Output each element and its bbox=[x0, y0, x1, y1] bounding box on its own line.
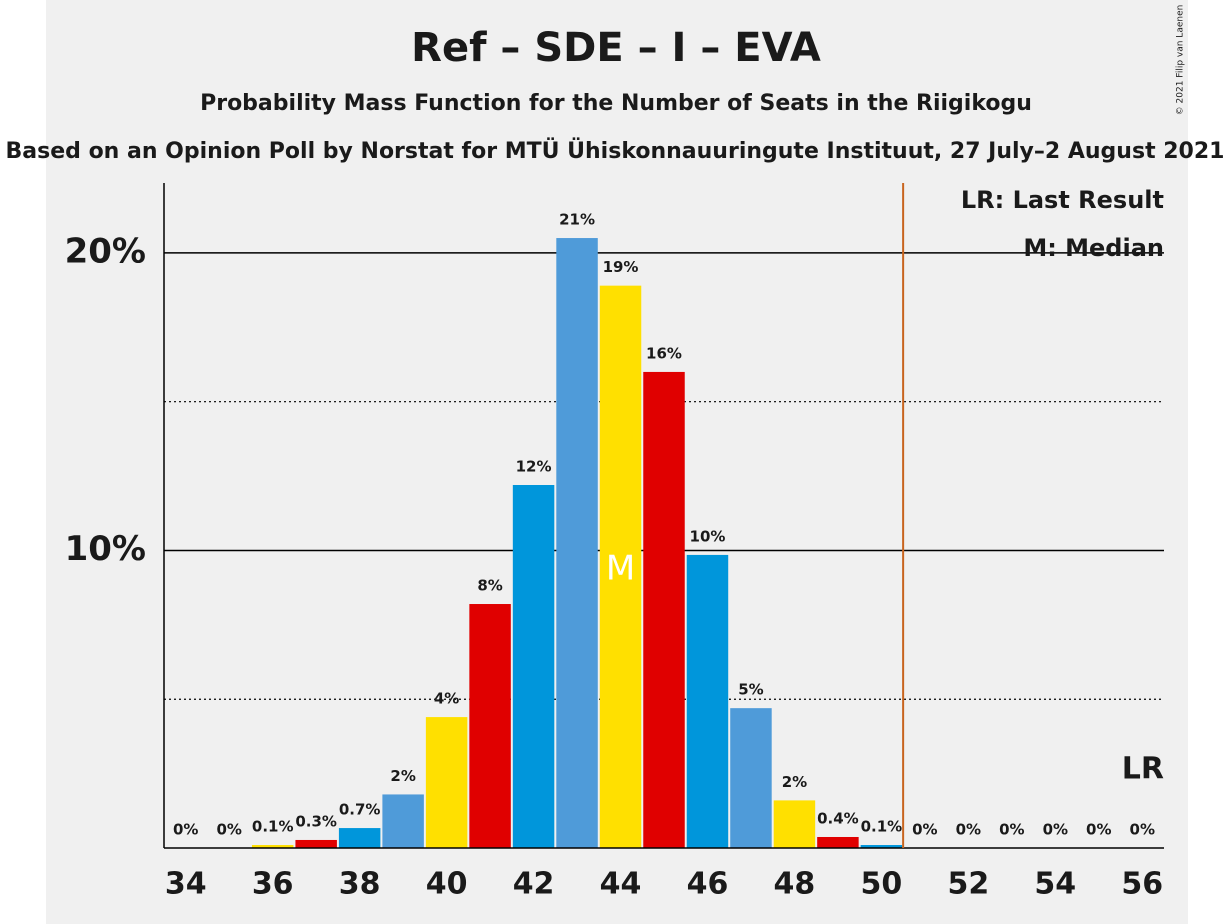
bar bbox=[643, 371, 685, 848]
value-label: 0.3% bbox=[295, 812, 337, 830]
bar bbox=[425, 717, 468, 848]
value-label: 5% bbox=[738, 681, 763, 699]
x-tick-label: 34 bbox=[165, 867, 207, 902]
x-tick-label: 48 bbox=[774, 867, 816, 902]
legend-entry: LR: Last Result bbox=[961, 186, 1164, 214]
value-label: 0.1% bbox=[861, 818, 903, 836]
value-label: 8% bbox=[477, 577, 502, 595]
x-tick-label: 38 bbox=[339, 867, 381, 902]
value-label: 0% bbox=[956, 821, 981, 839]
value-label: 0% bbox=[1086, 821, 1111, 839]
bar bbox=[295, 839, 337, 848]
value-label: 0.4% bbox=[817, 809, 859, 827]
x-tick-label: 46 bbox=[687, 867, 729, 902]
bar bbox=[382, 794, 424, 848]
value-label: 19% bbox=[603, 258, 639, 276]
value-label: 2% bbox=[782, 773, 807, 791]
bar bbox=[860, 845, 903, 848]
x-tick-label: 50 bbox=[861, 867, 903, 902]
median-marker: M bbox=[606, 549, 635, 589]
x-tick-label: 42 bbox=[513, 867, 555, 902]
value-label: 21% bbox=[559, 211, 595, 229]
x-tick-label: 52 bbox=[947, 867, 989, 902]
y-tick-label: 20% bbox=[65, 231, 146, 271]
bar bbox=[773, 800, 816, 848]
legend-entry: M: Median bbox=[1023, 234, 1164, 262]
value-label: 10% bbox=[690, 527, 726, 545]
value-label: 0% bbox=[999, 821, 1024, 839]
x-tick-label: 54 bbox=[1034, 867, 1076, 902]
value-label: 12% bbox=[516, 458, 552, 476]
copyright: © 2021 Filip van Laenen bbox=[1176, 5, 1186, 116]
subtitle: Probability Mass Function for the Number… bbox=[200, 91, 1032, 116]
bar bbox=[251, 845, 294, 848]
bar bbox=[686, 554, 729, 848]
value-label: 0% bbox=[912, 821, 937, 839]
bar bbox=[512, 485, 555, 848]
x-tick-label: 36 bbox=[252, 867, 294, 902]
y-tick-label: 10% bbox=[65, 529, 146, 569]
value-label: 0% bbox=[216, 821, 241, 839]
caption: Based on an Opinion Poll by Norstat for … bbox=[6, 138, 1225, 164]
x-tick-label: 40 bbox=[426, 867, 468, 902]
value-label: 0% bbox=[1130, 821, 1155, 839]
bar bbox=[599, 285, 642, 848]
value-label: 0.1% bbox=[252, 818, 294, 836]
value-label: 0.7% bbox=[339, 801, 381, 819]
value-label: 4% bbox=[434, 690, 459, 708]
value-label: 2% bbox=[390, 767, 415, 785]
value-label: 16% bbox=[646, 344, 682, 362]
last-result-label: LR bbox=[1122, 752, 1164, 787]
value-label: 0% bbox=[173, 821, 198, 839]
x-tick-label: 56 bbox=[1121, 867, 1163, 902]
value-label: 0% bbox=[1043, 821, 1068, 839]
bar bbox=[469, 604, 511, 848]
x-tick-label: 44 bbox=[600, 867, 642, 902]
bar bbox=[556, 238, 598, 848]
bar bbox=[817, 836, 859, 848]
chart-title: Ref – SDE – I – EVA bbox=[411, 25, 821, 71]
bar bbox=[730, 708, 772, 848]
bar bbox=[338, 828, 381, 848]
